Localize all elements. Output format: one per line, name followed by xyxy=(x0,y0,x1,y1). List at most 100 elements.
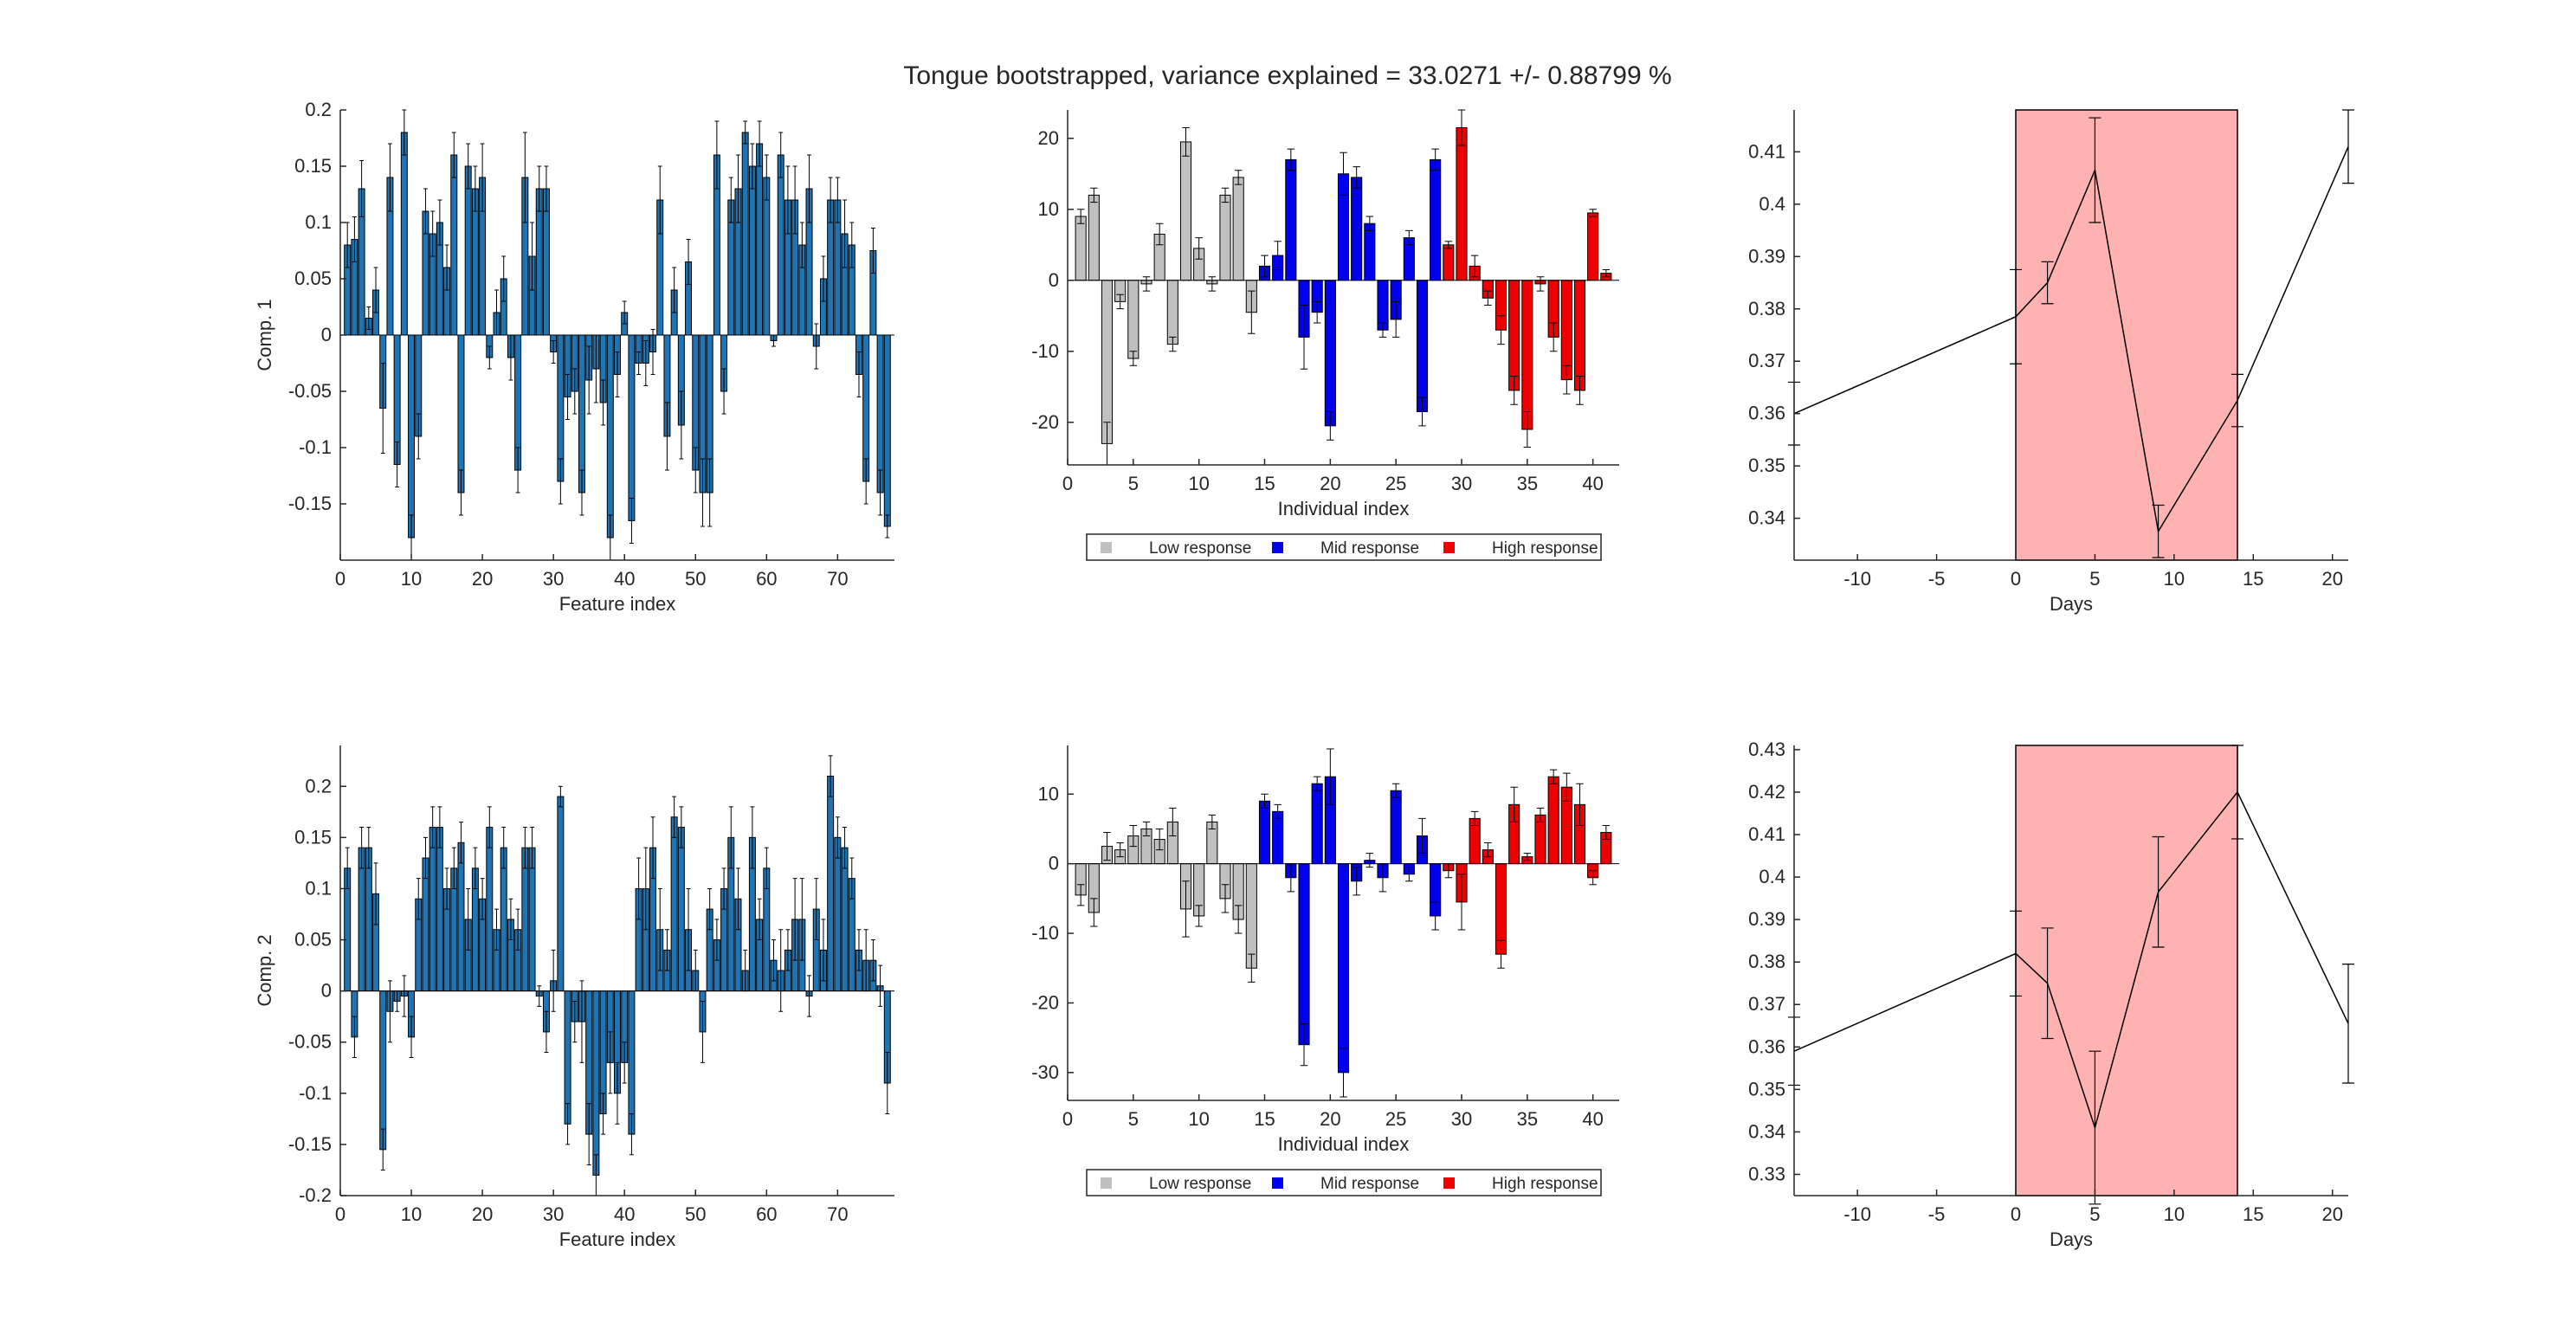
legend-box xyxy=(1086,533,1602,561)
bar xyxy=(1416,280,1429,412)
x-tick-label: 50 xyxy=(685,568,706,590)
error-bar xyxy=(878,964,883,1007)
error-bar xyxy=(821,255,826,302)
error-bar xyxy=(721,867,726,910)
bar xyxy=(763,177,771,336)
error-bar xyxy=(1536,276,1545,292)
error-bar xyxy=(629,498,634,544)
error-bar xyxy=(480,878,485,920)
error-bar xyxy=(1431,901,1439,931)
y-tick-label: 0.37 xyxy=(1748,350,1785,371)
error-bar xyxy=(1169,807,1177,837)
bar xyxy=(528,847,536,992)
bar xyxy=(1101,280,1114,444)
error-bar xyxy=(764,847,769,889)
error-bar xyxy=(359,827,365,869)
bar xyxy=(1088,194,1100,281)
error-bar xyxy=(601,379,606,426)
error-bar xyxy=(423,836,428,880)
error-bar xyxy=(728,806,733,869)
error-bar xyxy=(1090,898,1098,927)
y-tick-label: -0.05 xyxy=(288,380,332,402)
x-tick-label: 35 xyxy=(1517,473,1538,494)
error-bar xyxy=(373,267,378,313)
legend-swatch xyxy=(1443,1177,1455,1189)
error-bar xyxy=(387,143,392,212)
x-tick-label: 30 xyxy=(543,1203,564,1225)
bar xyxy=(741,132,749,336)
error-bar xyxy=(2152,504,2165,558)
x-axis-label: Individual index xyxy=(1278,1133,1410,1155)
error-bar xyxy=(757,120,762,167)
x-tick-label: 10 xyxy=(401,1203,422,1225)
error-bar xyxy=(736,154,740,223)
y-tick-label: 0.4 xyxy=(1759,193,1785,215)
error-bar xyxy=(572,368,578,415)
error-bar xyxy=(1248,953,1256,983)
bar xyxy=(1560,280,1572,381)
y-tick-label: 0.41 xyxy=(1748,823,1785,845)
x-tick-label: -10 xyxy=(1843,1203,1871,1225)
error-bar xyxy=(757,898,762,941)
error-bar xyxy=(1142,821,1151,837)
error-bar xyxy=(1155,828,1164,851)
error-bar xyxy=(1602,824,1611,841)
x-tick-label: 25 xyxy=(1385,473,1406,494)
error-bar xyxy=(785,929,791,971)
error-bar xyxy=(1353,867,1360,896)
error-bar xyxy=(885,1052,890,1114)
error-bar xyxy=(1418,397,1426,427)
y-axis-label: Comp. 2 xyxy=(254,934,275,1006)
error-bar xyxy=(416,413,421,460)
y-tick-label: -0.15 xyxy=(288,1133,332,1155)
error-bar xyxy=(530,222,534,291)
legend-label: High response xyxy=(1492,1175,1598,1193)
y-tick-label: 20 xyxy=(1038,127,1059,149)
bar xyxy=(592,990,600,1176)
error-bar xyxy=(608,1031,613,1094)
error-bar xyxy=(1234,170,1243,185)
y-tick-label: -0.15 xyxy=(288,493,332,514)
y-tick-label: 10 xyxy=(1038,783,1059,804)
y-tick-label: 0.1 xyxy=(305,877,332,899)
x-tick-label: 40 xyxy=(1582,473,1603,494)
error-bar xyxy=(1484,842,1492,858)
y-tick-label: 0.15 xyxy=(294,155,332,177)
bar xyxy=(1166,280,1178,345)
x-axis-label: Days xyxy=(2050,1229,2093,1250)
bar xyxy=(1324,280,1336,427)
error-bar xyxy=(423,188,428,235)
x-axis-label: Feature index xyxy=(559,593,676,615)
error-bar xyxy=(444,244,449,291)
error-bar xyxy=(1129,351,1138,366)
legend-label: Mid response xyxy=(1320,1175,1419,1193)
error-bar xyxy=(551,340,556,364)
error-bar xyxy=(487,806,492,848)
error-bar xyxy=(1261,793,1269,809)
x-tick-label: 40 xyxy=(614,1203,635,1225)
error-bar xyxy=(657,165,662,235)
error-bar xyxy=(1484,290,1492,306)
error-bar xyxy=(1300,305,1308,370)
error-bar xyxy=(1076,209,1085,224)
bar xyxy=(841,847,849,992)
bar xyxy=(1390,790,1402,865)
error-bar xyxy=(1221,187,1230,203)
error-bar xyxy=(1195,237,1203,260)
y-tick-label: -0.2 xyxy=(299,1184,332,1206)
x-tick-label: 10 xyxy=(2164,568,2185,590)
y-tick-label: 0.36 xyxy=(1748,1035,1785,1057)
bar xyxy=(677,827,685,992)
bar xyxy=(1364,222,1376,281)
error-bar xyxy=(1470,810,1479,826)
x-tick-label: 20 xyxy=(472,568,493,590)
bar xyxy=(400,132,408,336)
error-bar xyxy=(2041,927,2054,1040)
error-bar xyxy=(1182,127,1190,157)
y-tick-label: 0.15 xyxy=(294,826,332,848)
bar xyxy=(1219,194,1231,281)
y-tick-label: 0 xyxy=(321,324,332,345)
error-bar xyxy=(1365,216,1374,231)
error-bar xyxy=(1378,322,1387,338)
